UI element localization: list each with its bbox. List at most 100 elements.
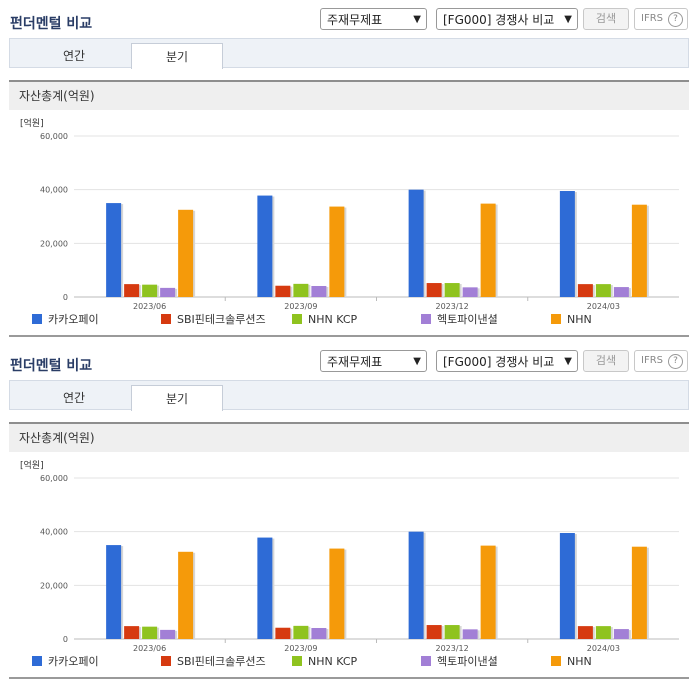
ifrs-label: IFRS <box>641 355 663 366</box>
fundamental-panel-2: 펀더멘털 비교 주재무제표 ▼ [FG000] 경쟁사 비교 ▼ 검색 IFRS… <box>0 342 696 684</box>
panel-title: 펀더멘털 비교 <box>10 358 93 374</box>
legend-swatch <box>161 314 171 324</box>
ifrs-toggle[interactable]: IFRS ? <box>634 8 688 30</box>
bar <box>577 284 593 297</box>
bar <box>444 625 460 639</box>
bar <box>480 203 496 297</box>
bar <box>631 546 647 639</box>
bar <box>613 629 629 639</box>
metric-heading: 자산총계(억원) <box>9 422 689 452</box>
y-tick-label: 40,000 <box>40 528 68 537</box>
chevron-down-icon: ▼ <box>564 14 572 25</box>
legend-label: 카카오페이 <box>48 313 99 326</box>
total-assets-chart: [억원] 0 20,000 40,000 60,000 2023/06 2023/09 202… <box>20 117 679 311</box>
x-tick-label: 2023/09 <box>284 302 317 311</box>
x-tick-label: 2023/06 <box>133 302 166 311</box>
compare-select-value: [FG000] 경쟁사 비교 <box>443 355 555 369</box>
legend-swatch <box>421 314 431 324</box>
unit-label: [억원] <box>20 117 44 129</box>
legend-label: NHN <box>567 655 592 668</box>
legend-item[interactable]: NHN KCP <box>292 313 357 327</box>
legend-label: 카카오페이 <box>48 655 99 668</box>
legend-item[interactable]: NHN <box>551 313 592 327</box>
bar <box>329 206 345 297</box>
tab-annual[interactable]: 연간 <box>62 49 86 63</box>
bar <box>311 627 327 639</box>
bar <box>142 626 158 639</box>
legend-label: NHN KCP <box>308 313 358 326</box>
bar <box>160 629 176 639</box>
y-tick-label: 20,000 <box>40 239 68 248</box>
y-tick-label: 0 <box>63 293 68 302</box>
y-tick-label: 60,000 <box>40 132 68 141</box>
help-icon[interactable]: ? <box>668 354 683 369</box>
category-select-value: 주재무제표 <box>327 13 383 27</box>
fundamental-panel-1: 펀더멘털 비교 주재무제표 ▼ [FG000] 경쟁사 비교 ▼ 검색 IFRS… <box>0 8 696 337</box>
bar <box>408 189 424 297</box>
bar <box>559 191 575 297</box>
x-tick-label: 2023/06 <box>133 644 166 653</box>
search-button[interactable]: 검색 <box>583 8 629 30</box>
bar <box>275 285 291 297</box>
compare-select[interactable]: [FG000] 경쟁사 비교 ▼ <box>436 8 578 30</box>
chevron-down-icon: ▼ <box>413 14 421 25</box>
legend-swatch <box>292 656 302 666</box>
bar <box>178 209 194 297</box>
category-select[interactable]: 주재무제표 ▼ <box>320 350 427 372</box>
bar <box>124 626 140 639</box>
bar <box>595 626 611 639</box>
ifrs-label: IFRS <box>641 13 663 24</box>
bar <box>106 545 122 639</box>
period-tabs: 연간 분기 <box>9 38 689 69</box>
y-tick-label: 0 <box>63 635 68 644</box>
legend-label: NHN <box>567 313 592 326</box>
period-tabs: 연간 분기 <box>9 380 689 411</box>
chart-legend: 카카오페이 SBI핀테크솔루션즈 NHN KCP 헥토파이낸셜 NHN <box>0 313 696 327</box>
divider <box>9 677 689 679</box>
search-button[interactable]: 검색 <box>583 350 629 372</box>
bar <box>293 283 309 297</box>
ifrs-toggle[interactable]: IFRS ? <box>634 350 688 372</box>
tab-annual[interactable]: 연간 <box>62 391 86 405</box>
legend-item[interactable]: SBI핀테크솔루션즈 <box>161 655 266 669</box>
chevron-down-icon: ▼ <box>413 356 421 367</box>
legend-swatch <box>551 656 561 666</box>
category-select[interactable]: 주재무제표 ▼ <box>320 8 427 30</box>
bar <box>426 625 442 639</box>
legend-item[interactable]: NHN <box>551 655 592 669</box>
legend-item[interactable]: SBI핀테크솔루션즈 <box>161 313 266 327</box>
bar <box>444 283 460 297</box>
y-tick-label: 60,000 <box>40 474 68 483</box>
chart-legend: 카카오페이 SBI핀테크솔루션즈 NHN KCP 헥토파이낸셜 NHN <box>0 655 696 669</box>
legend-label: 헥토파이낸셜 <box>437 313 498 326</box>
total-assets-chart: [억원] 0 20,000 40,000 60,000 2023/06 2023/09 202… <box>20 459 679 653</box>
compare-select-value: [FG000] 경쟁사 비교 <box>443 13 555 27</box>
tab-quarterly[interactable]: 분기 <box>131 43 223 69</box>
bar <box>426 283 442 297</box>
legend-item[interactable]: 헥토파이낸셜 <box>421 655 498 669</box>
legend-swatch <box>32 656 42 666</box>
bar <box>329 548 345 639</box>
compare-select[interactable]: [FG000] 경쟁사 비교 ▼ <box>436 350 578 372</box>
bar <box>613 287 629 297</box>
unit-label: [억원] <box>20 459 44 471</box>
bar <box>178 551 194 639</box>
bar <box>106 203 122 297</box>
bar <box>311 285 327 297</box>
x-tick-label: 2024/03 <box>587 644 620 653</box>
legend-item[interactable]: NHN KCP <box>292 655 357 669</box>
bar <box>257 195 273 297</box>
metric-heading: 자산총계(억원) <box>9 80 689 110</box>
category-select-value: 주재무제표 <box>327 355 383 369</box>
legend-item[interactable]: 카카오페이 <box>32 655 99 669</box>
legend-item[interactable]: 헥토파이낸셜 <box>421 313 498 327</box>
bar <box>462 287 478 297</box>
legend-label: SBI핀테크솔루션즈 <box>177 655 266 668</box>
legend-swatch <box>292 314 302 324</box>
help-icon[interactable]: ? <box>668 12 683 27</box>
legend-label: NHN KCP <box>308 655 358 668</box>
bar <box>462 629 478 639</box>
legend-item[interactable]: 카카오페이 <box>32 313 99 327</box>
chevron-down-icon: ▼ <box>564 356 572 367</box>
tab-quarterly[interactable]: 분기 <box>131 385 223 411</box>
